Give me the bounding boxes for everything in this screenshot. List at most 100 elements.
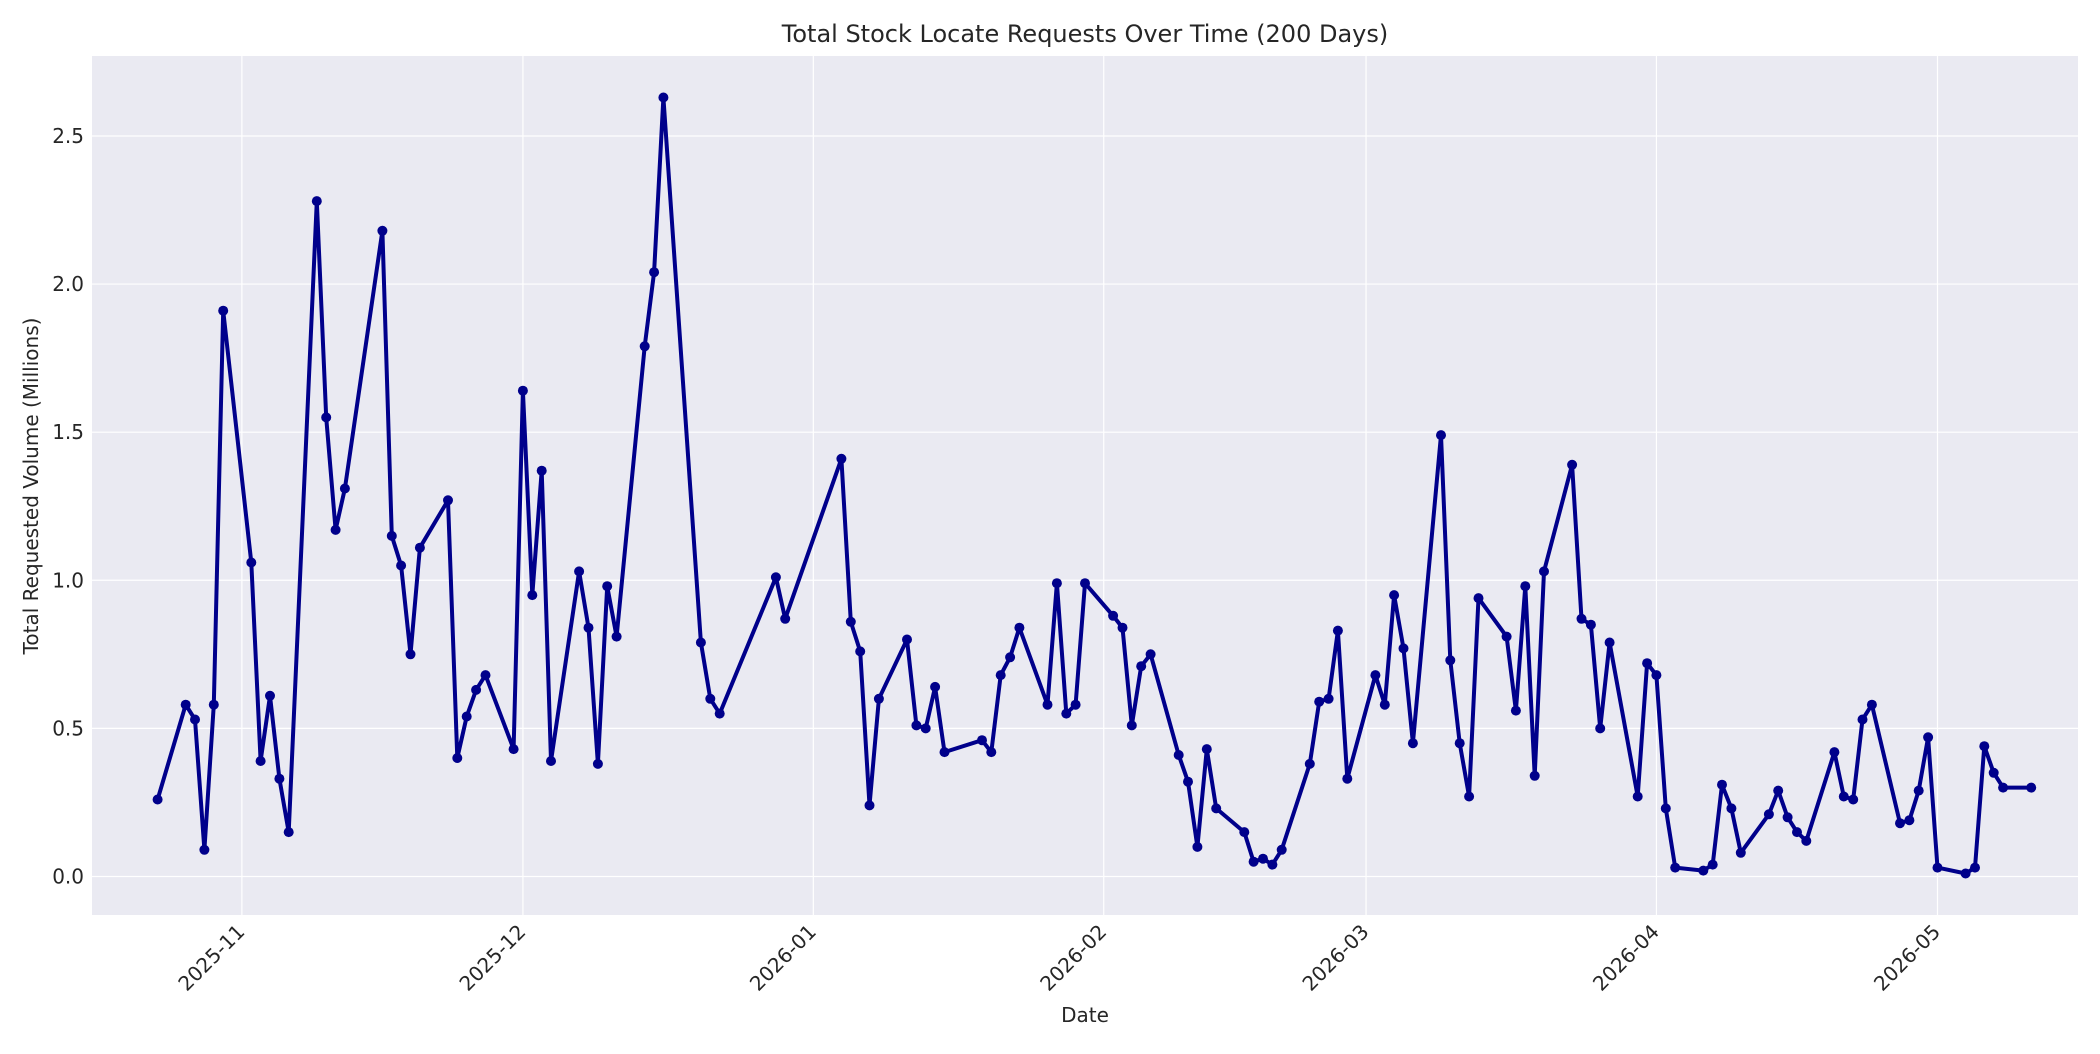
data-point bbox=[1670, 862, 1681, 873]
data-point bbox=[583, 622, 594, 633]
data-point bbox=[311, 196, 322, 207]
data-point bbox=[1445, 655, 1456, 666]
data-point bbox=[218, 305, 229, 316]
data-point bbox=[1342, 773, 1353, 784]
data-point bbox=[995, 670, 1006, 681]
data-point bbox=[1239, 827, 1250, 838]
data-point bbox=[377, 225, 388, 236]
data-point bbox=[1510, 705, 1521, 716]
x-tick-label: 2026-02 bbox=[1035, 920, 1111, 996]
data-point bbox=[1792, 827, 1802, 838]
data-point bbox=[1136, 661, 1147, 672]
data-point bbox=[1389, 590, 1400, 601]
data-point bbox=[873, 693, 884, 704]
data-point bbox=[649, 267, 660, 278]
data-point bbox=[770, 572, 781, 583]
data-point bbox=[1539, 566, 1549, 577]
data-point bbox=[1267, 859, 1278, 870]
data-point bbox=[396, 560, 407, 571]
data-point bbox=[1407, 738, 1418, 749]
data-point bbox=[339, 483, 350, 494]
data-point bbox=[1126, 720, 1137, 731]
data-point bbox=[1576, 613, 1587, 624]
data-point bbox=[855, 646, 866, 657]
x-tick-label: 2026-03 bbox=[1298, 920, 1374, 996]
data-point bbox=[255, 756, 266, 766]
data-point bbox=[1501, 631, 1512, 642]
data-point bbox=[1117, 622, 1128, 633]
plot-area bbox=[92, 56, 2078, 915]
data-point bbox=[1998, 782, 2009, 793]
data-point bbox=[1014, 622, 1025, 633]
data-point bbox=[1314, 696, 1325, 707]
data-point bbox=[1211, 803, 1222, 814]
data-point bbox=[695, 637, 706, 648]
data-point bbox=[977, 735, 987, 746]
x-tick-label: 2026-05 bbox=[1869, 920, 1945, 996]
data-point bbox=[1988, 767, 1999, 778]
data-point bbox=[902, 634, 912, 645]
data-point bbox=[1276, 844, 1287, 855]
data-point bbox=[1913, 785, 1924, 796]
data-point bbox=[471, 684, 482, 695]
data-point bbox=[836, 453, 847, 464]
data-point bbox=[1923, 732, 1934, 743]
data-point bbox=[639, 341, 650, 352]
data-point bbox=[405, 649, 416, 660]
data-point bbox=[714, 708, 725, 719]
data-point bbox=[190, 714, 200, 725]
data-point bbox=[1304, 758, 1315, 769]
data-point bbox=[845, 616, 856, 627]
y-tick-label: 0.5 bbox=[52, 716, 84, 740]
y-tick-label: 0.0 bbox=[52, 864, 84, 888]
data-point bbox=[1567, 459, 1578, 470]
data-point bbox=[1529, 770, 1540, 781]
data-point bbox=[527, 590, 538, 601]
data-point bbox=[208, 699, 219, 710]
data-point bbox=[592, 758, 603, 769]
data-point bbox=[1042, 699, 1053, 710]
data-point bbox=[1660, 803, 1671, 814]
data-point bbox=[386, 530, 397, 541]
data-point bbox=[1108, 610, 1119, 621]
data-point bbox=[1651, 670, 1662, 681]
x-tick-label: 2026-04 bbox=[1588, 920, 1664, 996]
data-point bbox=[246, 557, 257, 568]
series-group bbox=[152, 92, 2037, 879]
data-point bbox=[780, 613, 791, 624]
data-point bbox=[864, 800, 875, 811]
data-point bbox=[658, 92, 669, 103]
data-point bbox=[452, 753, 463, 763]
data-point bbox=[1979, 741, 1990, 752]
data-point bbox=[1857, 714, 1868, 725]
data-point bbox=[574, 566, 585, 577]
data-point bbox=[461, 711, 472, 722]
data-point bbox=[1604, 637, 1615, 648]
data-point bbox=[1192, 841, 1203, 852]
data-point bbox=[1632, 791, 1643, 802]
data-point bbox=[1080, 578, 1090, 589]
data-point bbox=[480, 670, 491, 681]
data-point bbox=[1717, 779, 1727, 790]
data-point bbox=[611, 631, 622, 642]
data-point bbox=[1838, 791, 1849, 802]
data-point bbox=[1398, 643, 1409, 654]
data-point bbox=[1960, 868, 1971, 879]
data-point bbox=[1370, 670, 1381, 681]
data-point bbox=[1332, 625, 1343, 636]
data-point bbox=[1782, 812, 1793, 823]
y-tick-label: 2.0 bbox=[52, 272, 84, 296]
data-point bbox=[1454, 738, 1465, 749]
data-point bbox=[705, 693, 716, 704]
y-tick-label: 1.0 bbox=[52, 568, 84, 592]
data-point bbox=[1323, 693, 1334, 704]
data-point bbox=[1895, 818, 1905, 829]
data-point bbox=[546, 756, 556, 766]
data-point bbox=[1735, 847, 1746, 858]
data-point bbox=[508, 744, 519, 755]
data-point bbox=[1642, 658, 1653, 669]
data-point bbox=[1005, 652, 1016, 663]
y-axis-title: Total Requested Volume (Millions) bbox=[19, 318, 43, 656]
data-point bbox=[1183, 776, 1193, 787]
